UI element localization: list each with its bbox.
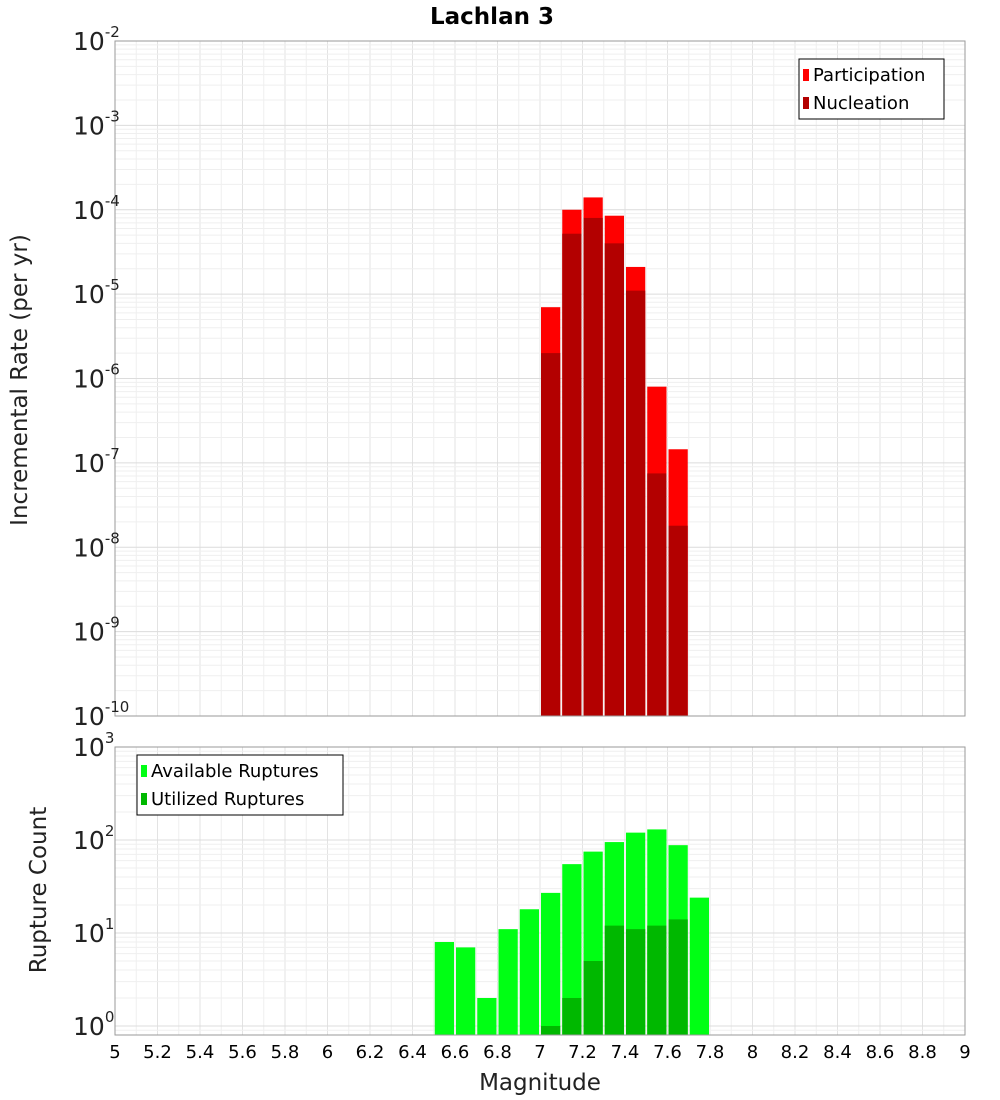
x-tick-label: 8.8 — [908, 1042, 937, 1063]
top-plot-frame — [114, 40, 966, 717]
bottom-plot-area: 103 102 101 100 Available Ruptures Utilized R… — [73, 729, 966, 1041]
x-tick-label: 5.2 — [143, 1042, 172, 1063]
top-legend-swatch — [803, 97, 809, 109]
x-tick-label: 7.4 — [611, 1042, 640, 1063]
top-bar-nucleation — [668, 525, 688, 716]
bottom-plot-frame — [114, 746, 966, 1036]
bottom-y-tick-label: 100 — [73, 1008, 114, 1041]
top-legend-swatch — [803, 69, 809, 81]
x-tick-label: 8 — [747, 1042, 758, 1063]
bottom-y-axis-label: Rupture Count — [26, 807, 52, 973]
x-tick-label: 8.4 — [823, 1042, 852, 1063]
bottom-bar-utilized-ruptures — [647, 925, 667, 1035]
top-y-tick-label: 10-4 — [73, 192, 120, 225]
top-bar-nucleation — [604, 243, 624, 717]
top-y-tick-label: 10-2 — [73, 23, 120, 56]
bottom-bar-available-ruptures — [456, 947, 476, 1035]
x-tick-labels: 5 5.2 5.4 5.6 5.8 6 6.2 6.4 6.6 6.8 7 7.2 7.4 7.6 7.8 8… — [109, 1042, 970, 1063]
x-tick-label: 5.6 — [228, 1042, 257, 1063]
x-tick-label: 6 — [322, 1042, 333, 1063]
bottom-bar-available-ruptures — [498, 929, 518, 1035]
bottom-bar-available-ruptures — [689, 897, 709, 1035]
top-y-tick-label: 10-7 — [73, 445, 120, 478]
bottom-y-tick-label: 102 — [73, 822, 114, 855]
bottom-legend-box — [136, 754, 344, 816]
top-legend-box — [798, 58, 945, 120]
top-legend: Participation Nucleation — [798, 58, 945, 120]
x-axis-label: Magnitude — [479, 1070, 601, 1096]
x-tick-label: 5.4 — [186, 1042, 215, 1063]
top-y-tick-label: 10-5 — [73, 276, 120, 309]
x-tick-label: 6.8 — [483, 1042, 512, 1063]
bottom-bar-available-ruptures — [541, 892, 561, 1035]
bottom-legend-label: Available Ruptures — [151, 761, 319, 782]
x-tick-label: 6.4 — [398, 1042, 427, 1063]
chart-title: Lachlan 3 — [430, 4, 554, 30]
bottom-y-tick-label: 103 — [73, 729, 114, 762]
x-tick-label: 5 — [109, 1042, 120, 1063]
top-legend-label: Participation — [813, 65, 925, 86]
bottom-legend-label: Utilized Ruptures — [151, 789, 304, 810]
top-y-tick-label: 10-8 — [73, 529, 120, 562]
bottom-bar-available-ruptures — [477, 997, 497, 1035]
bottom-bar-utilized-ruptures — [541, 1025, 561, 1035]
bottom-bar-utilized-ruptures — [604, 925, 624, 1035]
top-y-tick-label: 10-9 — [73, 614, 120, 647]
top-y-tick-label: 10-6 — [73, 361, 120, 394]
x-tick-label: 7.2 — [568, 1042, 597, 1063]
bottom-legend: Available Ruptures Utilized Ruptures — [136, 754, 344, 816]
x-tick-label: 5.8 — [271, 1042, 300, 1063]
bottom-bar-available-ruptures — [562, 864, 582, 1035]
top-bar-nucleation — [562, 233, 582, 716]
top-bar-nucleation — [541, 353, 561, 716]
x-tick-label: 6.2 — [356, 1042, 385, 1063]
x-tick-label: 6.6 — [441, 1042, 470, 1063]
bottom-legend-swatch — [141, 765, 147, 777]
x-tick-label: 8.6 — [866, 1042, 895, 1063]
x-tick-label: 8.2 — [781, 1042, 810, 1063]
x-tick-label: 7.8 — [696, 1042, 725, 1063]
top-legend-label: Nucleation — [813, 93, 909, 114]
bottom-legend-swatch — [141, 793, 147, 805]
top-y-tick-label: 10-10 — [73, 698, 129, 731]
top-bar-nucleation — [626, 290, 646, 716]
bottom-bar-utilized-ruptures — [626, 929, 646, 1035]
bottom-bar-utilized-ruptures — [668, 919, 688, 1035]
top-y-axis-label: Incremental Rate (per yr) — [7, 234, 33, 526]
bottom-y-tick-label: 101 — [73, 915, 114, 948]
bottom-bar-available-ruptures — [434, 942, 454, 1035]
bottom-bar-utilized-ruptures — [583, 960, 603, 1035]
bottom-bar-utilized-ruptures — [562, 997, 582, 1035]
top-bar-nucleation — [583, 217, 603, 716]
top-plot-area: 10-2 10-3 10-4 10-5 10-6 10-7 10-8 10-9 10-10 Par… — [73, 23, 966, 731]
x-tick-label: 7 — [534, 1042, 545, 1063]
x-tick-label: 9 — [959, 1042, 970, 1063]
x-tick-label: 7.6 — [653, 1042, 682, 1063]
bottom-bar-available-ruptures — [519, 909, 539, 1035]
top-bar-nucleation — [647, 473, 667, 716]
top-y-tick-label: 10-3 — [73, 107, 120, 140]
